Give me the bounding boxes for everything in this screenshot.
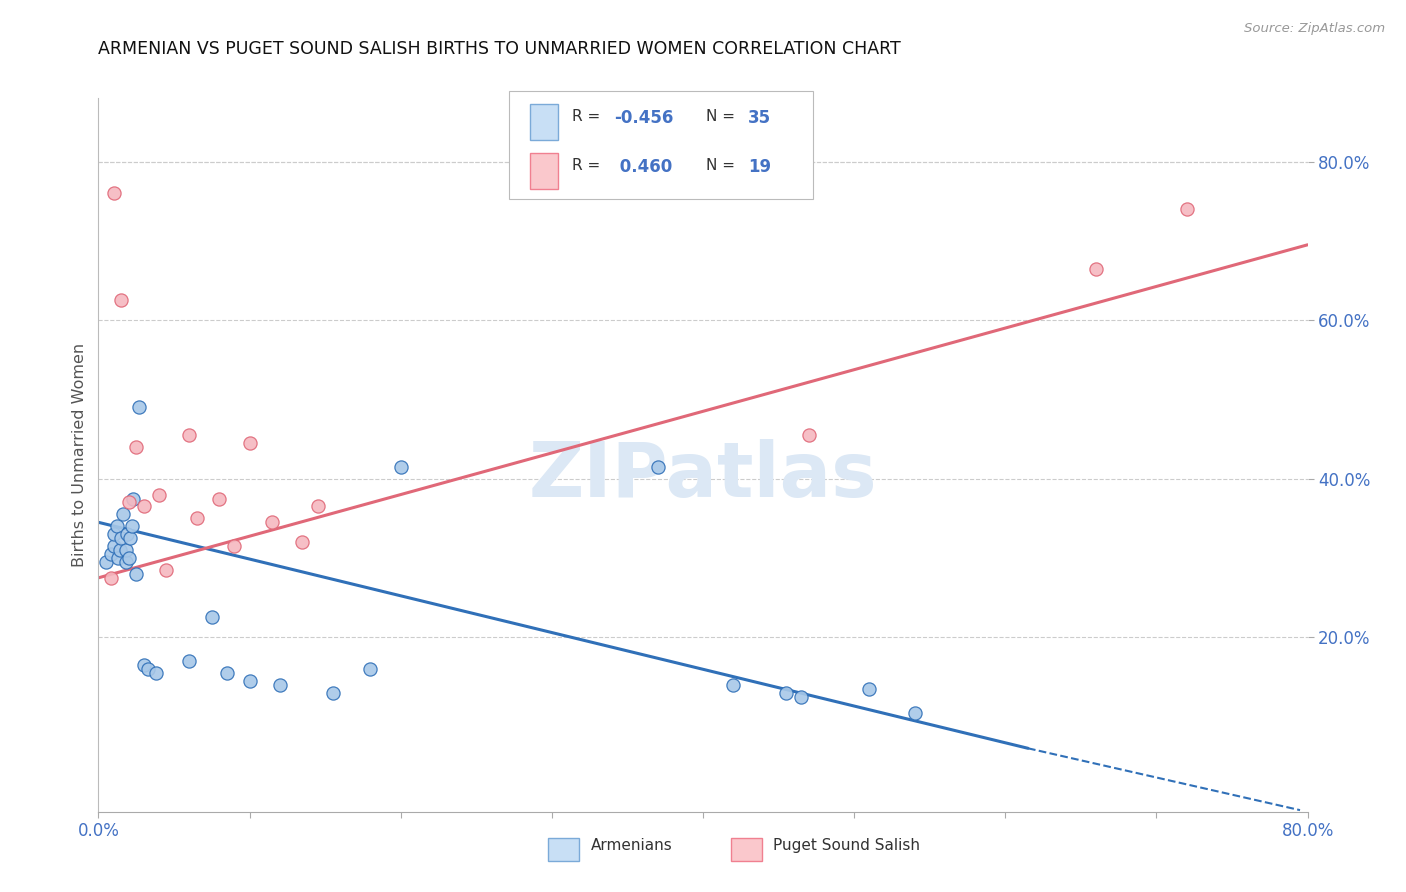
Point [145,665,167,680]
Point [132,500,155,514]
Point [120,531,142,545]
Point [1085,261,1108,276]
Text: N =: N = [706,158,740,173]
Point [389,459,412,474]
Point [114,543,136,558]
Point [201,610,224,624]
Point [136,662,159,676]
Point [125,566,148,581]
Point [790,690,813,704]
Point [858,681,880,696]
Point [797,428,820,442]
Text: Armenians: Armenians [591,838,672,854]
Point [103,539,125,553]
Point [177,654,201,668]
Text: 0.460: 0.460 [614,158,672,176]
Point [118,495,141,509]
Point [121,519,143,533]
Point [269,678,291,692]
Text: Puget Sound Salish: Puget Sound Salish [773,838,921,854]
Point [721,678,744,692]
Point [105,519,128,533]
Point [108,543,131,558]
Text: 35: 35 [748,109,770,127]
Point [107,551,129,566]
Point [307,500,329,514]
Point [215,665,238,680]
Point [208,491,231,506]
Point [132,658,155,673]
Point [239,436,262,450]
Point [110,531,132,545]
Point [155,563,177,577]
Text: N =: N = [706,109,740,124]
Point [100,547,122,561]
Point [775,686,797,700]
Point [322,686,344,700]
Point [128,401,150,415]
Point [110,293,132,308]
Point [122,491,145,506]
Text: R =: R = [572,109,606,124]
Point [148,487,170,501]
Point [224,539,246,553]
Point [118,551,141,566]
Point [647,459,669,474]
Point [100,571,122,585]
Text: ARMENIAN VS PUGET SOUND SALISH BIRTHS TO UNMARRIED WOMEN CORRELATION CHART: ARMENIAN VS PUGET SOUND SALISH BIRTHS TO… [98,40,901,58]
Point [103,527,125,541]
Point [177,428,201,442]
Text: ZIPatlas: ZIPatlas [529,440,877,513]
Text: Source: ZipAtlas.com: Source: ZipAtlas.com [1244,22,1385,36]
Text: -0.456: -0.456 [614,109,673,127]
Point [1175,202,1198,216]
Point [262,516,284,530]
Point [904,706,927,720]
Point [94,555,117,569]
Point [239,673,262,688]
Point [360,662,382,676]
Point [114,555,136,569]
Point [103,186,125,201]
Y-axis label: Births to Unmarried Women: Births to Unmarried Women [72,343,87,567]
Point [291,535,314,549]
Point [186,511,208,525]
Point [111,508,134,522]
Text: R =: R = [572,158,606,173]
Point [115,527,138,541]
Point [125,440,148,454]
Text: 19: 19 [748,158,770,176]
